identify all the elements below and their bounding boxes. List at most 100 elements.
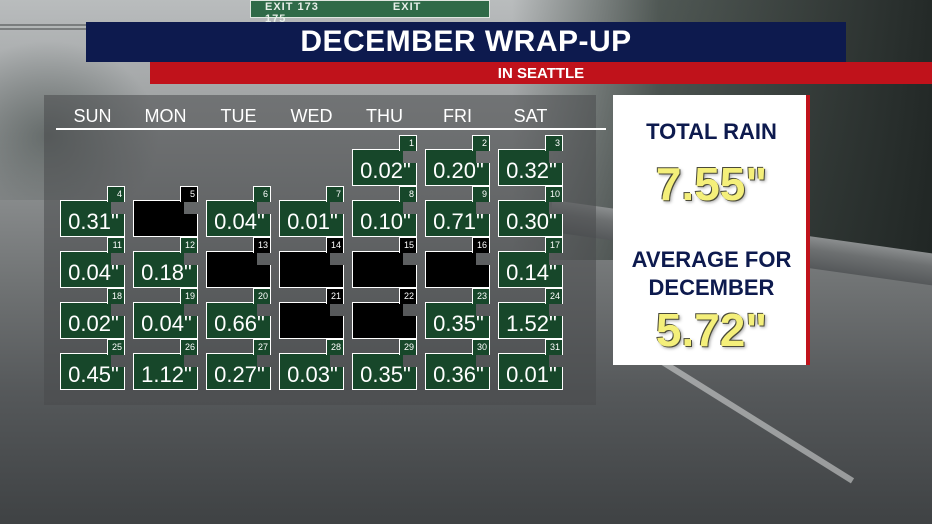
date-number: 20 (253, 288, 271, 304)
rain-amount: 0.18" (141, 260, 192, 285)
date-number: 11 (107, 237, 125, 253)
rain-day-cell: 0.30" (498, 200, 563, 237)
page-title: DECEMBER WRAP-UP (300, 25, 632, 58)
date-number: 14 (326, 237, 344, 253)
stats-panel: TOTAL RAIN 7.55" AVERAGE FOR DECEMBER 5.… (613, 95, 810, 365)
dry-day-cell (352, 251, 417, 288)
rain-amount: 0.01" (506, 362, 557, 387)
rain-amount: 0.30" (506, 209, 557, 234)
date-number: 31 (545, 339, 563, 355)
date-number: 3 (545, 135, 563, 151)
date-number: 29 (399, 339, 417, 355)
rain-day-cell: 1.52" (498, 302, 563, 339)
rain-calendar: SUN MON TUE WED THU FRI SAT 0.02" 1 0.20" 2 0.32" 3… (44, 95, 606, 405)
rain-amount: 1.52" (506, 311, 557, 336)
rain-amount: 0.27" (214, 362, 265, 387)
date-number: 9 (472, 186, 490, 202)
day-header: FRI (443, 106, 472, 126)
average-label-line2: DECEMBER (648, 275, 775, 300)
rain-amount: 0.71" (433, 209, 484, 234)
rain-day-cell: 0.10" (352, 200, 417, 237)
rain-day-cell: 0.14" (498, 251, 563, 288)
rain-day-cell: 0.31" (60, 200, 125, 237)
average-rain-value: 5.72" (655, 304, 768, 356)
date-number: 17 (545, 237, 563, 253)
date-number: 24 (545, 288, 563, 304)
date-number: 22 (399, 288, 417, 304)
background-highway-sign: EXIT 173 EXIT 175 (250, 0, 490, 25)
rain-amount: 0.35" (360, 362, 411, 387)
rain-day-cell: 0.18" (133, 251, 198, 288)
date-number: 8 (399, 186, 417, 202)
rain-amount: 0.04" (214, 209, 265, 234)
rain-day-cell: 0.02" (60, 302, 125, 339)
rain-amount: 0.01" (287, 209, 338, 234)
rain-day-cell: 0.03" (279, 353, 344, 390)
date-number: 15 (399, 237, 417, 253)
rain-amount: 0.04" (141, 311, 192, 336)
rain-day-cell: 0.27" (206, 353, 271, 390)
rain-day-cell: 0.71" (425, 200, 490, 237)
rain-amount: 1.12" (141, 362, 192, 387)
rain-amount: 0.45" (68, 362, 119, 387)
rain-amount: 0.20" (433, 158, 484, 183)
page-subtitle: IN SEATTLE (497, 64, 585, 82)
day-header: THU (366, 106, 403, 126)
date-number: 10 (545, 186, 563, 202)
date-number: 13 (253, 237, 271, 253)
date-number: 27 (253, 339, 271, 355)
dry-day-cell (352, 302, 417, 339)
date-number: 12 (180, 237, 198, 253)
rain-amount: 0.03" (287, 362, 338, 387)
dry-day-cell (133, 200, 198, 237)
subtitle-bar: IN SEATTLE (150, 62, 932, 84)
dry-day-cell (279, 251, 344, 288)
date-number: 7 (326, 186, 344, 202)
date-number: 5 (180, 186, 198, 202)
day-header: SAT (513, 106, 548, 126)
total-rain-value: 7.55" (655, 158, 768, 210)
date-number: 30 (472, 339, 490, 355)
date-number: 19 (180, 288, 198, 304)
day-header: SUN (73, 106, 112, 126)
rain-amount: 0.02" (360, 158, 411, 183)
day-header: TUE (220, 106, 257, 126)
day-header: WED (290, 106, 333, 126)
total-rain-label: TOTAL RAIN (646, 119, 777, 144)
rain-day-cell: 0.01" (279, 200, 344, 237)
highway-sign-exit-1: EXIT 173 (265, 1, 319, 13)
date-number: 16 (472, 237, 490, 253)
date-number: 26 (180, 339, 198, 355)
rain-day-cell: 0.45" (60, 353, 125, 390)
rain-amount: 0.14" (506, 260, 557, 285)
date-number: 23 (472, 288, 490, 304)
background-sign-gantry (0, 24, 90, 30)
rain-day-cell: 0.02" (352, 149, 417, 186)
rain-day-cell: 0.04" (133, 302, 198, 339)
rain-amount: 0.02" (68, 311, 119, 336)
rain-day-cell: 0.36" (425, 353, 490, 390)
date-number: 6 (253, 186, 271, 202)
day-header-row: SUN MON TUE WED THU FRI SAT (56, 102, 606, 130)
date-number: 2 (472, 135, 490, 151)
rain-amount: 0.10" (360, 209, 411, 234)
rain-amount: 0.31" (68, 209, 119, 234)
rain-day-cell: 1.12" (133, 353, 198, 390)
rain-day-cell: 0.32" (498, 149, 563, 186)
rain-day-cell: 0.35" (425, 302, 490, 339)
rain-amount: 0.32" (506, 158, 557, 183)
date-number: 1 (399, 135, 417, 151)
rain-amount: 0.04" (68, 260, 119, 285)
rain-day-cell: 0.04" (206, 200, 271, 237)
rain-day-cell: 0.01" (498, 353, 563, 390)
date-number: 18 (107, 288, 125, 304)
date-number: 4 (107, 186, 125, 202)
rain-amount: 0.36" (433, 362, 484, 387)
dry-day-cell (279, 302, 344, 339)
dry-day-cell (206, 251, 271, 288)
average-label-line1: AVERAGE FOR (631, 247, 792, 272)
date-number: 28 (326, 339, 344, 355)
rain-amount: 0.66" (214, 311, 265, 336)
rain-amount: 0.35" (433, 311, 484, 336)
rain-day-cell: 0.35" (352, 353, 417, 390)
